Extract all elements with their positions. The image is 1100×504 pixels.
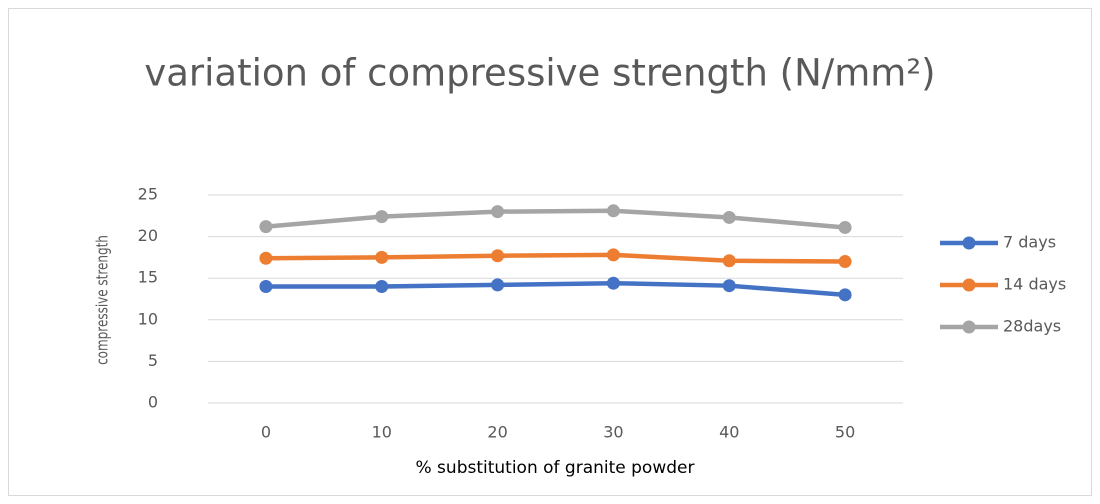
legend-label: 14 days: [1003, 275, 1066, 294]
data-point: [259, 280, 273, 294]
y-tick-label: 10: [138, 309, 158, 328]
series-line: [265, 280, 846, 298]
legend-marker: [962, 320, 976, 334]
data-point: [491, 278, 505, 292]
legend-label: 28days: [1003, 317, 1061, 336]
y-axis-title: compressive strength: [94, 235, 112, 365]
legend-marker: [962, 236, 976, 250]
series-line: [265, 252, 846, 264]
y-tick-label: 25: [138, 185, 158, 204]
x-tick-label: 20: [487, 423, 507, 442]
x-tick-label: 10: [372, 423, 392, 442]
data-point: [838, 288, 852, 302]
legend-marker: [962, 278, 976, 292]
x-axis-title: % substitution of granite powder: [416, 458, 695, 478]
data-point: [838, 220, 852, 234]
y-tick-label: 0: [148, 393, 158, 412]
y-tick-label: 5: [148, 351, 158, 370]
data-point: [375, 250, 389, 264]
legend-label: 7 days: [1003, 233, 1056, 252]
data-point: [606, 248, 620, 262]
x-tick-label: 50: [835, 423, 855, 442]
data-point: [722, 210, 736, 224]
x-tick-label: 0: [261, 423, 271, 442]
chart-border: [8, 8, 1092, 496]
y-tick-label: 15: [138, 268, 158, 287]
series-line: [265, 208, 846, 230]
data-point: [606, 204, 620, 218]
data-point: [375, 280, 389, 294]
data-point: [838, 255, 852, 269]
x-tick-label: 40: [719, 423, 739, 442]
chart-title: variation of compressive strength (N/mm²…: [144, 52, 935, 95]
x-tick-label: 30: [603, 423, 623, 442]
data-point: [722, 279, 736, 293]
data-point: [259, 220, 273, 234]
data-point: [375, 210, 389, 224]
data-point: [491, 205, 505, 219]
data-point: [606, 276, 620, 290]
data-point: [722, 254, 736, 268]
data-point: [259, 251, 273, 265]
data-point: [491, 249, 505, 263]
y-tick-label: 20: [138, 226, 158, 245]
